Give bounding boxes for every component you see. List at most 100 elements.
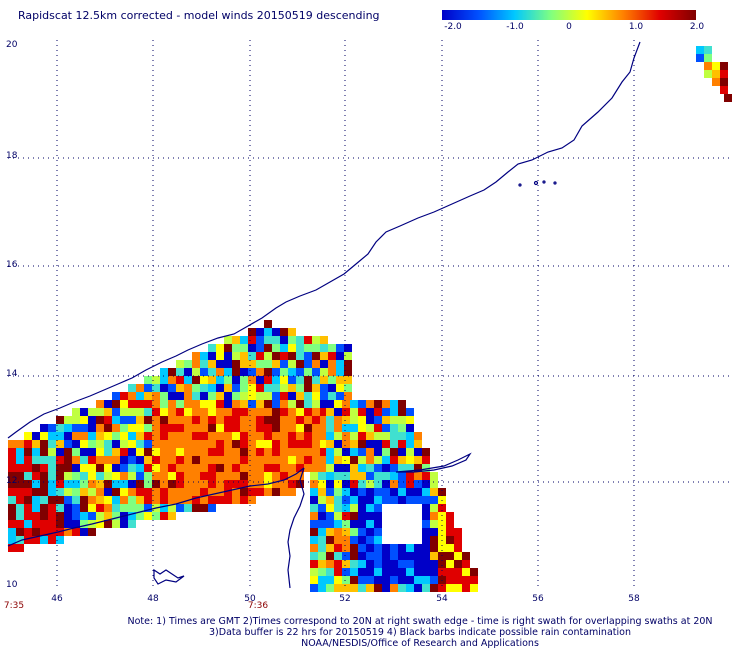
wind-cell xyxy=(160,400,168,408)
wind-cell xyxy=(406,560,414,568)
wind-cell xyxy=(176,504,184,512)
wind-cell xyxy=(216,456,224,464)
wind-cell xyxy=(272,352,280,360)
wind-cell xyxy=(288,368,296,376)
wind-cell xyxy=(168,424,176,432)
wind-cell xyxy=(128,512,136,520)
wind-cell xyxy=(48,496,56,504)
wind-cell xyxy=(406,480,414,488)
wind-cell xyxy=(430,568,438,576)
wind-cell xyxy=(40,520,48,528)
wind-cell xyxy=(56,512,64,520)
wind-cell xyxy=(248,400,256,408)
wind-cell xyxy=(430,488,438,496)
wind-cell xyxy=(320,424,328,432)
wind-cell xyxy=(16,512,24,520)
wind-cell xyxy=(390,552,398,560)
wind-cell xyxy=(304,456,312,464)
wind-cell xyxy=(240,464,248,472)
wind-cell xyxy=(358,480,366,488)
wind-cell xyxy=(256,352,264,360)
wind-cell xyxy=(248,384,256,392)
wind-cell xyxy=(80,528,88,536)
wind-cell xyxy=(382,576,390,584)
wind-cell xyxy=(414,464,422,472)
wind-cell xyxy=(112,440,120,448)
wind-cell xyxy=(200,416,208,424)
wind-cell xyxy=(248,432,256,440)
wind-cell xyxy=(374,408,382,416)
wind-cell xyxy=(248,344,256,352)
wind-cell xyxy=(80,512,88,520)
wind-cell xyxy=(280,472,288,480)
wind-cell xyxy=(350,536,358,544)
wind-cell xyxy=(176,464,184,472)
wind-cell xyxy=(272,376,280,384)
wind-cell xyxy=(48,504,56,512)
wind-cell xyxy=(88,408,96,416)
wind-cell xyxy=(350,448,358,456)
wind-cell xyxy=(326,536,334,544)
wind-cell xyxy=(56,520,64,528)
wind-cell xyxy=(112,400,120,408)
wind-cell xyxy=(96,464,104,472)
colorbar xyxy=(442,10,696,20)
wind-cell xyxy=(430,504,438,512)
wind-cell xyxy=(358,456,366,464)
wind-cell xyxy=(104,504,112,512)
wind-cell xyxy=(288,408,296,416)
wind-cell xyxy=(248,408,256,416)
wind-cell xyxy=(128,448,136,456)
wind-cell xyxy=(312,384,320,392)
wind-cell xyxy=(334,488,342,496)
lon-label: 58 xyxy=(628,594,640,604)
wind-cell xyxy=(184,464,192,472)
wind-cell xyxy=(320,368,328,376)
wind-cell xyxy=(382,480,390,488)
wind-cell xyxy=(32,496,40,504)
wind-cell xyxy=(358,576,366,584)
wind-cell xyxy=(470,568,478,576)
wind-cell xyxy=(320,448,328,456)
lat-label: 10 xyxy=(6,580,18,590)
wind-cell xyxy=(430,520,438,528)
wind-cell xyxy=(366,496,374,504)
wind-cell xyxy=(224,376,232,384)
wind-cell xyxy=(184,416,192,424)
wind-cell xyxy=(350,488,358,496)
wind-cell xyxy=(240,344,248,352)
wind-cell xyxy=(240,456,248,464)
wind-cell xyxy=(280,368,288,376)
wind-cell xyxy=(312,392,320,400)
wind-cell xyxy=(446,528,454,536)
wind-cell xyxy=(96,488,104,496)
wind-cell xyxy=(240,480,248,488)
wind-cell xyxy=(160,512,168,520)
wind-cell xyxy=(240,440,248,448)
wind-cell xyxy=(192,464,200,472)
wind-cell xyxy=(256,336,264,344)
wind-cell xyxy=(128,472,136,480)
wind-cell xyxy=(264,488,272,496)
wind-cell xyxy=(406,448,414,456)
wind-cell xyxy=(712,70,720,78)
wind-cell xyxy=(104,424,112,432)
wind-cell xyxy=(264,416,272,424)
wind-cell xyxy=(272,432,280,440)
wind-cell xyxy=(144,488,152,496)
wind-cell xyxy=(64,448,72,456)
wind-cell xyxy=(422,456,430,464)
wind-cell xyxy=(24,528,32,536)
wind-cell xyxy=(240,400,248,408)
wind-cell xyxy=(24,480,32,488)
wind-cell xyxy=(208,472,216,480)
wind-cell xyxy=(144,504,152,512)
wind-cell xyxy=(334,552,342,560)
wind-cell xyxy=(312,360,320,368)
wind-cell xyxy=(374,576,382,584)
wind-cell xyxy=(144,448,152,456)
wind-cell xyxy=(160,424,168,432)
wind-cell xyxy=(312,336,320,344)
wind-cell xyxy=(288,416,296,424)
wind-cell xyxy=(398,408,406,416)
